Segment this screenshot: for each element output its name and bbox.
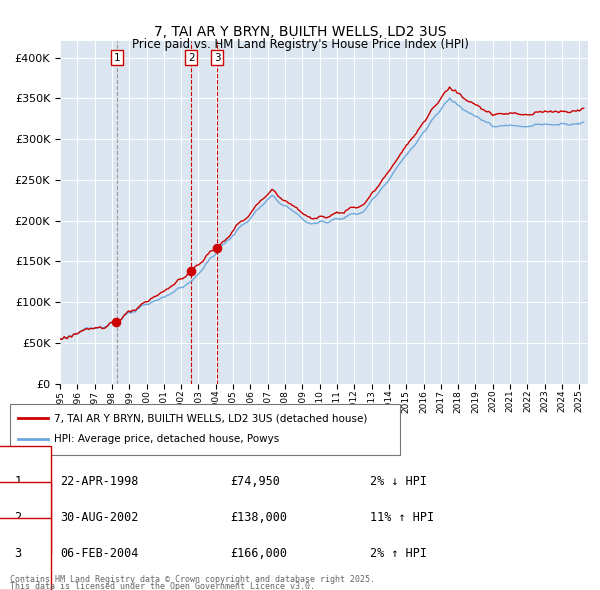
Text: 2: 2 bbox=[188, 53, 194, 63]
Text: 1: 1 bbox=[113, 53, 120, 63]
Point bbox=[212, 244, 222, 253]
Text: 22-APR-1998: 22-APR-1998 bbox=[60, 475, 139, 488]
Text: 3: 3 bbox=[14, 548, 22, 560]
Text: £166,000: £166,000 bbox=[230, 548, 287, 560]
Text: 30-AUG-2002: 30-AUG-2002 bbox=[60, 512, 139, 525]
Text: 11% ↑ HPI: 11% ↑ HPI bbox=[370, 512, 434, 525]
Text: 3: 3 bbox=[214, 53, 221, 63]
Text: 2% ↑ HPI: 2% ↑ HPI bbox=[370, 548, 427, 560]
Text: 06-FEB-2004: 06-FEB-2004 bbox=[60, 548, 139, 560]
Text: Contains HM Land Registry data © Crown copyright and database right 2025.: Contains HM Land Registry data © Crown c… bbox=[10, 575, 375, 585]
Text: Price paid vs. HM Land Registry's House Price Index (HPI): Price paid vs. HM Land Registry's House … bbox=[131, 38, 469, 51]
Text: 7, TAI AR Y BRYN, BUILTH WELLS, LD2 3US (detached house): 7, TAI AR Y BRYN, BUILTH WELLS, LD2 3US … bbox=[54, 414, 367, 424]
Text: HPI: Average price, detached house, Powys: HPI: Average price, detached house, Powy… bbox=[54, 434, 279, 444]
Text: £74,950: £74,950 bbox=[230, 475, 280, 488]
Text: 2: 2 bbox=[14, 512, 22, 525]
Point bbox=[112, 317, 121, 327]
Text: 2% ↓ HPI: 2% ↓ HPI bbox=[370, 475, 427, 488]
Text: 1: 1 bbox=[14, 475, 22, 488]
Text: £138,000: £138,000 bbox=[230, 512, 287, 525]
Text: This data is licensed under the Open Government Licence v3.0.: This data is licensed under the Open Gov… bbox=[10, 582, 315, 590]
Point bbox=[187, 266, 196, 276]
FancyBboxPatch shape bbox=[10, 405, 400, 454]
Text: 7, TAI AR Y BRYN, BUILTH WELLS, LD2 3US: 7, TAI AR Y BRYN, BUILTH WELLS, LD2 3US bbox=[154, 25, 446, 40]
